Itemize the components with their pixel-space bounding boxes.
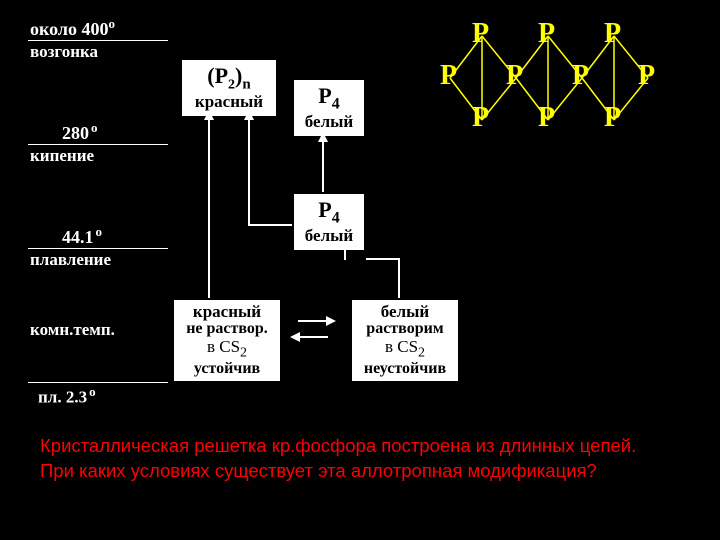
lattice-atom: P [538,102,555,134]
axis-400-line [28,40,168,41]
arrow-red-up [208,118,210,298]
node-white-mid: P4 белый [292,192,366,252]
axis-280-line [28,144,168,145]
arrow-whitebot-up-h [366,258,400,260]
arrow-rl-top [298,320,328,322]
axis-2-sub: пл. 2.3o [38,384,96,408]
arrow-p4-up-head [318,132,328,142]
arrow-rl-top-head [326,316,336,326]
axis-280-label: 280o [62,120,98,144]
caption-text: Кристаллическая решетка кр.фосфора постр… [40,434,660,484]
arrow-white-to-red [248,118,250,226]
axis-400-label: около 400o [30,16,115,40]
axis-44-label: 44.1o [62,224,102,248]
arrow-p4-up [322,140,324,192]
axis-44-sub: плавление [30,250,111,270]
arrow-whitebot-up-v [398,258,400,298]
axis-room-sub: комн.темп. [30,320,115,340]
lattice-atom: P [506,60,523,92]
lattice-atom: P [472,18,489,50]
axis-280-sub: кипение [30,146,94,166]
axis-2-line [28,382,168,383]
node-red-top: (P2)n красный [180,58,278,118]
node-red-bottom: красный не раствор. в CS2 устойчив [172,298,282,383]
axis-400-sub: возгонка [30,42,98,62]
arrow-rl-bot [298,336,328,338]
lattice-atom: P [538,18,555,50]
arrow-white-to-red-head [244,110,254,120]
arrow-red-up-head [204,110,214,120]
lattice-atom: P [604,18,621,50]
axis-44-line [28,248,168,249]
lattice-atom: P [440,60,457,92]
lattice-atom: P [472,102,489,134]
lattice-atom: P [572,60,589,92]
arrow-whitebot-up-v2 [344,250,346,260]
node-white-bottom: белый растворим в CS2 неустойчив [350,298,460,383]
lattice-atom: P [604,102,621,134]
arrow-rl-bot-head [290,332,300,342]
lattice-atom: P [638,60,655,92]
node-white-top: P4 белый [292,78,366,138]
arrow-white-to-red-h [248,224,292,226]
